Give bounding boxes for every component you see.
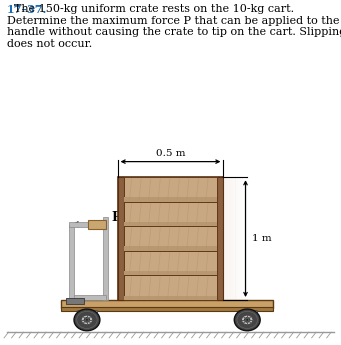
Bar [231,177,233,300]
Bar [238,309,257,316]
Text: 17–37.: 17–37. [7,4,47,15]
Bar [124,222,217,226]
Circle shape [86,319,88,321]
Bar [124,271,217,275]
Circle shape [234,309,260,331]
Bar [124,275,217,300]
Text: 0.5 m: 0.5 m [156,149,185,158]
Bar [72,295,106,300]
Text: The 150-kg uniform crate rests on the 10-kg cart.
Determine the maximum force P : The 150-kg uniform crate rests on the 10… [7,4,341,49]
Bar [235,177,238,300]
Bar [118,177,124,300]
Bar [69,222,103,227]
Text: 1 m: 1 m [252,234,271,243]
Bar [124,177,217,202]
Bar [124,296,217,300]
Circle shape [84,318,90,322]
Circle shape [244,318,250,322]
Bar [226,177,228,300]
Bar [69,225,74,300]
Bar [228,177,231,300]
Bar [61,300,273,308]
Text: P: P [112,211,121,224]
Bar [240,177,243,300]
Bar [118,177,223,300]
Circle shape [81,315,93,325]
Bar [223,177,226,300]
Circle shape [247,319,248,321]
Bar [238,177,240,300]
Bar [233,177,236,300]
Bar [124,226,217,251]
Bar [103,217,108,300]
Bar [217,177,223,300]
Bar [66,298,84,304]
Bar [61,307,273,311]
Bar [124,246,217,251]
Circle shape [74,309,100,331]
Bar [77,309,97,316]
Bar [124,197,217,202]
Circle shape [241,315,253,325]
Bar [124,251,217,275]
Bar [88,219,106,229]
Bar [124,202,217,226]
